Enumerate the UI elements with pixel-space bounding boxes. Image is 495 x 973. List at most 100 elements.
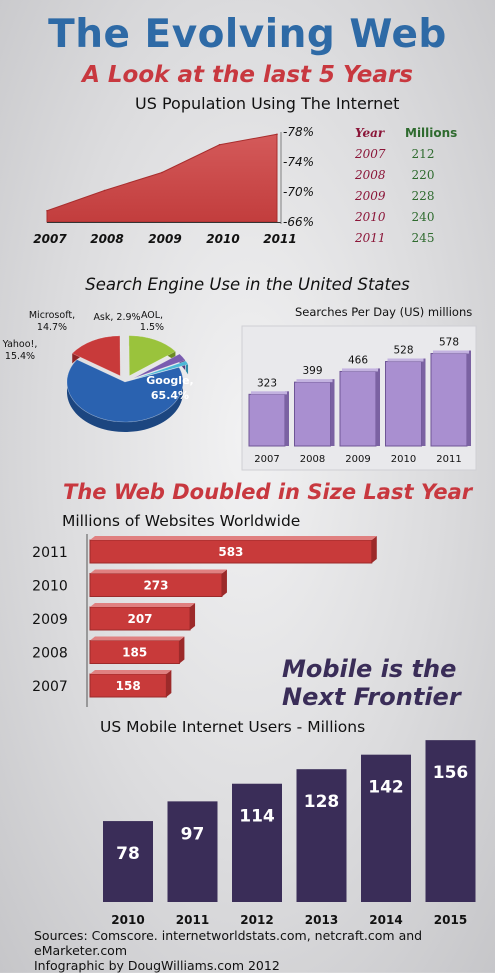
pie-slice-label: Ask, 2.9% [93,312,140,323]
mobile-value-label: 156 [433,763,469,783]
mobile-bar [103,821,153,902]
population-y-tick-label: -78% [283,125,314,139]
searches-bar-depth [285,391,289,446]
pie-slice [71,335,121,377]
population-y-tick-label: -70% [283,185,314,199]
websites-y-tick-label: 2011 [32,545,68,561]
searches-chart-title: Searches Per Day (US) millions [295,305,473,319]
pie-slice-label: AOL, [141,310,163,321]
footer-sources: Sources: Comscore. internetworldstats.co… [34,928,423,958]
mobile-value-label: 97 [181,824,205,844]
mobile-value-label: 78 [116,844,140,864]
searches-value-label: 528 [393,345,413,357]
searches-bar [294,381,331,447]
mobile-value-label: 114 [239,807,275,827]
websites-value-label: 158 [116,679,141,693]
pie-slice [66,359,184,423]
population-point [46,209,48,212]
population-point [103,189,106,192]
searches-per-day-bar-chart: 323 2007 399 2008 466 2009 528 2010 578 2011 [241,325,477,471]
searches-bar [430,353,468,447]
websites-bar-top [90,603,196,607]
searches-bar-top [251,391,287,395]
websites-bar-depth [166,670,172,697]
websites-bar-top [90,569,227,574]
table-header-year: Year [355,126,385,140]
mobile-value-label: 128 [304,792,340,812]
table-header-millions: Millions [405,126,458,140]
websites-bar-depth [179,636,185,664]
population-chart-title: US Population Using The Internet [135,94,400,113]
searches-bar-depth [330,379,335,446]
mobile-x-tick-label: 2014 [369,913,402,927]
table-cell-year: 2007 [355,147,386,161]
searches-x-tick-label: 2007 [254,454,279,465]
mobile-x-tick-label: 2011 [176,913,209,927]
searches-x-tick-label: 2010 [391,454,416,465]
searches-bar-top [342,368,378,372]
websites-value-label: 207 [127,612,152,626]
pie-slice-value-label: 65.4% [151,389,189,402]
table-row: 2008 220 [355,168,465,189]
websites-value-label: 273 [143,579,168,593]
websites-y-tick-label: 2009 [32,612,68,628]
pie-slice-value-label: 15.4% [5,351,35,362]
searches-bar [339,370,377,447]
table-cell-year: 2009 [355,189,386,203]
mobile-headline: Mobile is the Next Frontier [282,655,461,711]
page-title: The Evolving Web [48,12,447,57]
mobile-x-tick-label: 2010 [111,913,144,927]
searches-value-label: 323 [257,377,277,389]
population-x-tick-label: 2008 [90,232,123,246]
table-cell-millions: 240 [411,210,435,224]
searches-bar-top [387,358,424,362]
pie-slice-value-label: 14.7% [37,322,67,333]
pie-slice-label: Yahoo!, [2,339,38,350]
mobile-bar [425,740,476,902]
table-cell-year: 2008 [355,168,386,182]
population-area [46,133,278,223]
searches-bar-depth [421,358,426,446]
footer: Sources: Comscore. internetworldstats.co… [34,928,495,973]
websites-hbar-chart: 583 2011 273 2010 207 2009 185 2008 158 2007 [32,534,377,707]
footer-credit: Infographic by DougWilliams.com 2012 [34,958,280,973]
websites-bar-depth [371,536,377,563]
population-x-tick-label: 2009 [148,232,181,246]
searches-value-label: 578 [439,337,459,349]
population-x-tick-label: 2011 [263,232,296,246]
websites-bar-depth [221,569,227,597]
mobile-headline-line2: Next Frontier [282,683,461,711]
searches-bar [385,361,422,447]
pie-slice-value-label: 1.5% [140,322,164,333]
websites-y-tick-label: 2010 [32,579,68,595]
mobile-bar [167,801,218,902]
searches-bar-depth [467,350,471,446]
mobile-x-tick-label: 2012 [240,913,273,927]
search-share-pie-chart: Google, 65.4% Yahoo!,15.4% Microsoft,14.7% A… [2,310,194,432]
searches-x-tick-label: 2009 [345,454,370,465]
websites-bar-top [90,636,185,641]
websites-bar-depth [190,603,196,630]
population-x-tick-label: 2007 [33,232,67,246]
mobile-bar [296,769,347,902]
mobile-bar [361,754,411,902]
population-point [161,171,163,174]
population-x-tick-label: 2010 [206,232,239,246]
table-row: 2010 240 [355,210,465,231]
mobile-x-tick-label: 2013 [305,913,338,927]
websites-bar-top [90,536,377,540]
mobile-bar [232,783,282,902]
searches-x-tick-label: 2011 [436,454,461,465]
table-row: 2007 212 [355,147,465,168]
population-y-tick-label: -74% [283,155,314,169]
websites-value-label: 583 [218,545,243,559]
population-y-tick-label: -66% [283,215,314,229]
population-point [218,143,221,146]
websites-bar-top [90,670,172,674]
searches-x-tick-label: 2008 [300,454,325,465]
pie-slice [133,353,186,379]
searches-bar-depth [376,368,380,446]
pie-slice [134,360,189,380]
websites-value-label: 185 [122,646,147,660]
mobile-chart-title: US Mobile Internet Users - Millions [100,718,366,736]
